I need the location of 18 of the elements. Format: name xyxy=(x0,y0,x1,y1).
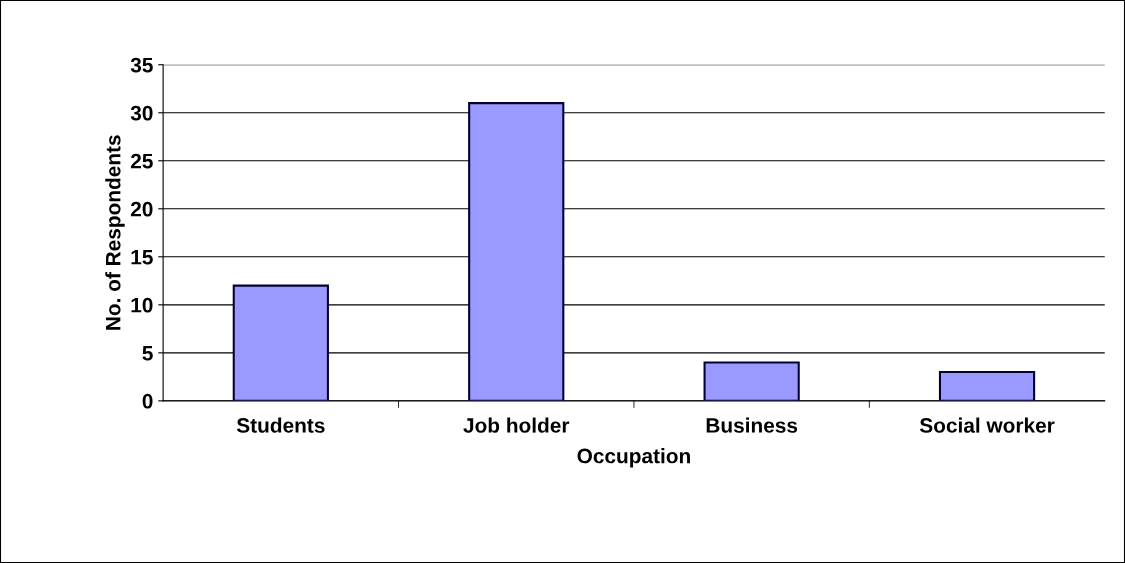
y-axis-title: No. of Respondents xyxy=(105,135,125,330)
x-tick-label: Social worker xyxy=(919,417,1055,433)
bar xyxy=(938,371,1036,401)
y-tick-label: 20 xyxy=(130,201,153,217)
y-tick-label: 10 xyxy=(131,297,153,313)
y-tick-label: 0 xyxy=(142,393,153,409)
y-tick-label: 5 xyxy=(142,346,153,361)
y-tick-label: 30 xyxy=(130,105,153,121)
bar xyxy=(232,284,329,401)
y-tick-label: 15 xyxy=(131,250,153,265)
x-axis-title: Occupation xyxy=(577,448,690,468)
x-tick-label: Job holder xyxy=(463,417,570,433)
y-tick-label: 25 xyxy=(130,153,153,169)
x-tick-label: Students xyxy=(236,417,325,433)
y-tick-label: 35 xyxy=(130,57,153,73)
x-tick-label: Business xyxy=(706,417,798,433)
bar xyxy=(703,361,800,401)
bar xyxy=(468,102,565,401)
